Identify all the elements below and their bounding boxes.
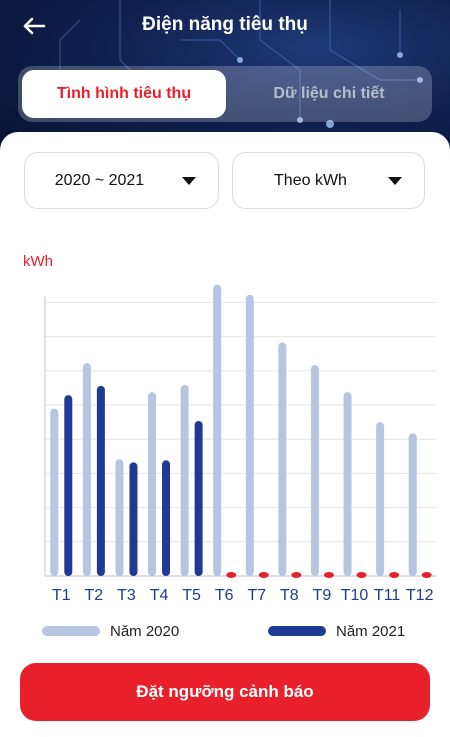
bar-2021 [64, 395, 73, 576]
caret-down-icon [182, 177, 196, 185]
x-tick-label: T5 [182, 587, 201, 604]
unit-value: Theo kWh [274, 171, 347, 189]
bar-2020 [148, 392, 157, 576]
x-tick-label: T8 [280, 587, 299, 604]
x-tick-label: T4 [150, 587, 169, 604]
zero-marker-2021 [421, 572, 432, 578]
bar-2021 [96, 385, 105, 576]
circuit-background [57, 0, 423, 128]
set-warning-threshold-button[interactable]: Đặt ngưỡng cảnh báo [20, 663, 430, 721]
caret-down-icon [388, 177, 402, 185]
bar-2020 [343, 392, 352, 576]
arrow-left-icon [23, 17, 46, 35]
zero-marker-2021 [323, 572, 334, 578]
bar-2020 [376, 422, 385, 576]
x-tick-label: T7 [247, 587, 266, 604]
legend-item-2020: Năm 2020 [42, 620, 179, 642]
x-tick-label: T9 [313, 587, 332, 604]
x-tick-label: T1 [52, 587, 71, 604]
x-tick-label: T2 [85, 587, 104, 604]
consumption-chart: kWh T1 T2 T3 T4 T5 T6 T7 T8 T9 T10 T11 T12 [23, 253, 436, 604]
x-tick-label: T10 [341, 587, 369, 604]
legend-swatch [268, 626, 326, 636]
bar-2020 [50, 408, 59, 576]
bar-2021 [129, 462, 138, 576]
page-title: Điện năng tiêu thụ [142, 14, 308, 35]
bar-2020 [82, 363, 91, 576]
bar-2020 [408, 433, 417, 576]
zero-marker-2021 [389, 572, 400, 578]
bar-2020 [278, 342, 287, 576]
legend-label: Năm 2020 [110, 622, 180, 640]
period-value: 2020 ~ 2021 [54, 171, 145, 189]
legend-label: Năm 2021 [336, 622, 406, 640]
bar-2021 [162, 460, 171, 576]
bar-2021 [194, 421, 203, 576]
tab-switcher: Tình hình tiêu thụ Dữ liệu chi tiết [18, 66, 432, 122]
x-tick-label: T12 [406, 587, 434, 604]
zero-marker-2021 [356, 572, 367, 578]
zero-marker-2021 [258, 572, 269, 578]
y-axis-label: kWh [23, 253, 53, 270]
legend-swatch [42, 626, 100, 636]
bar-2020 [115, 459, 124, 576]
bar-2020 [213, 284, 222, 576]
unit-dropdown[interactable]: Theo kWh [232, 152, 425, 209]
bar-2020 [180, 384, 189, 576]
tab-consumption-status[interactable]: Tình hình tiêu thụ [22, 70, 226, 118]
period-dropdown[interactable]: 2020 ~ 2021 [24, 152, 219, 209]
content-card [0, 132, 450, 737]
back-button[interactable] [18, 12, 50, 40]
tab-detailed-data[interactable]: Dữ liệu chi tiết [273, 85, 385, 102]
x-tick-label: T11 [374, 587, 400, 604]
bar-2020 [245, 294, 254, 576]
bar-2020 [310, 365, 319, 576]
x-tick-label: T6 [215, 587, 234, 604]
x-tick-label: T3 [117, 587, 136, 604]
zero-marker-2021 [291, 572, 302, 578]
zero-marker-2021 [226, 572, 237, 578]
legend-item-2021: Năm 2021 [268, 620, 405, 642]
